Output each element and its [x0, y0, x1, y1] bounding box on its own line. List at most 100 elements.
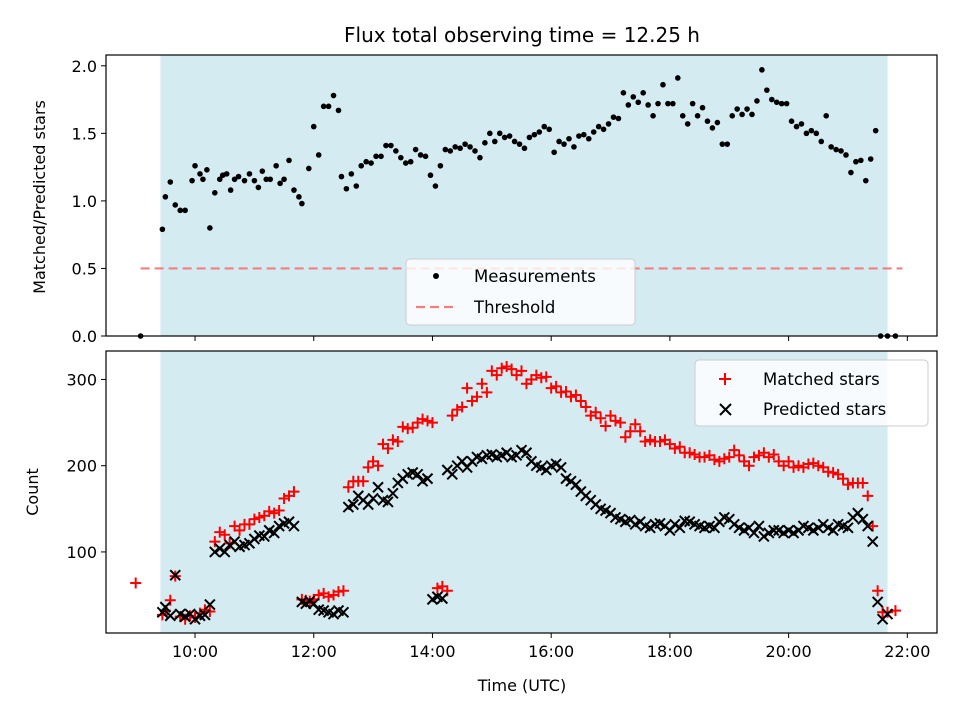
measurement-point — [615, 115, 622, 122]
measurement-point — [635, 99, 642, 106]
predicted-star-point — [674, 522, 686, 534]
x-axis-label: Time (UTC) — [477, 676, 566, 695]
measurement-point — [853, 158, 859, 165]
predicted-star-point — [219, 546, 231, 558]
measurement-point — [729, 112, 736, 119]
measurement-point — [605, 121, 612, 127]
matched-star-point — [570, 389, 582, 401]
measurement-point — [197, 171, 203, 177]
predicted-star-point — [436, 592, 449, 605]
matched-star-point — [857, 477, 869, 489]
predicted-star-point — [565, 475, 577, 487]
measurement-point — [235, 173, 242, 180]
measurement-point — [231, 176, 238, 183]
matched-star-point — [407, 422, 419, 434]
measurement-point — [427, 172, 434, 179]
measurement-point — [764, 87, 770, 93]
measurement-point — [823, 112, 829, 119]
measurement-point — [739, 111, 745, 118]
predicted-star-point — [758, 530, 770, 543]
predicted-star-point — [209, 546, 221, 558]
bottom-axes-frame — [105, 350, 938, 634]
measurement-point — [363, 158, 369, 165]
predicted-star-point — [812, 522, 824, 534]
legend-marker-measurements — [433, 273, 439, 279]
measurements-points — [137, 67, 899, 339]
matched-star-point — [382, 442, 394, 454]
predicted-star-point — [881, 608, 894, 620]
predicted-star-point — [748, 527, 760, 539]
measurement-point — [689, 100, 696, 107]
measurement-point — [694, 112, 701, 119]
measurement-point — [452, 144, 459, 150]
matched-star-point — [629, 418, 641, 430]
matched-star-point — [684, 447, 696, 459]
predicted-star-point — [669, 518, 681, 531]
top-axes-frame — [105, 54, 938, 337]
matched-star-point — [634, 425, 646, 437]
measurement-point — [472, 148, 478, 154]
measurement-point — [803, 130, 810, 137]
predicted-star-point — [169, 569, 181, 581]
matched-star-point — [446, 410, 458, 422]
predicted-star-point — [337, 606, 350, 619]
measurement-point — [167, 179, 174, 185]
measurement-point — [482, 140, 488, 146]
measurement-point — [200, 176, 206, 183]
matched-star-point — [362, 461, 374, 473]
measurement-point — [778, 100, 785, 107]
matched-star-point — [669, 442, 681, 454]
matched-star-point — [209, 536, 221, 548]
measurement-point — [246, 171, 253, 177]
matched-star-point — [516, 365, 527, 377]
measurement-point — [501, 134, 508, 141]
measurement-point — [491, 138, 498, 145]
matched-star-point — [689, 448, 701, 460]
measurement-point — [551, 149, 557, 156]
matched-star-point — [130, 577, 142, 589]
predicted-star-point — [347, 498, 360, 511]
measurement-point — [798, 121, 805, 127]
predicted-star-point — [214, 542, 226, 555]
predicted-star-point — [268, 527, 280, 539]
measurement-point — [506, 133, 513, 139]
measurement-point — [749, 111, 755, 118]
matched-star-point — [476, 378, 488, 390]
matched-star-point — [456, 401, 468, 413]
matched-star-point — [422, 415, 434, 427]
top-y-axis-label: Matched/Predicted stars — [30, 100, 49, 294]
top-y-ticks: 0.0 0.5 1.0 1.5 2.0 — [72, 57, 106, 346]
measurement-point — [571, 144, 577, 150]
matched-star-point — [614, 417, 626, 429]
measurement-point — [398, 154, 404, 161]
top-legend-box — [405, 258, 636, 326]
bottom-y-ticks: 100 200 300 — [66, 370, 106, 562]
measurement-point — [330, 92, 337, 99]
matched-star-point — [595, 412, 607, 424]
measurement-point — [556, 138, 562, 145]
measurement-point — [162, 194, 169, 200]
predicted-star-point — [288, 520, 300, 532]
measurement-point — [447, 148, 454, 154]
matched-star-point — [204, 605, 216, 617]
matched-star-point — [788, 461, 800, 473]
matched-star-point — [342, 481, 354, 493]
measurement-point — [655, 100, 661, 107]
measurement-point — [477, 154, 483, 161]
x-tick-label: 16:00 — [528, 642, 574, 661]
matched-star-point — [600, 420, 612, 432]
measurement-point — [709, 125, 716, 131]
measurement-point — [432, 183, 439, 189]
measurement-point — [541, 123, 548, 130]
legend-label-predicted: Predicted stars — [763, 400, 886, 419]
measurement-point — [858, 157, 864, 164]
measurement-point — [373, 153, 379, 160]
y-tick-label: 0.5 — [72, 259, 97, 278]
measurement-point — [759, 67, 765, 73]
chart-title: Flux total observing time = 12.25 h — [344, 23, 700, 47]
matched-star-point — [580, 401, 592, 413]
matched-star-point — [605, 410, 617, 422]
legend-label-measurements: Measurements — [474, 267, 596, 286]
top-legend: Measurements Threshold — [405, 258, 636, 326]
